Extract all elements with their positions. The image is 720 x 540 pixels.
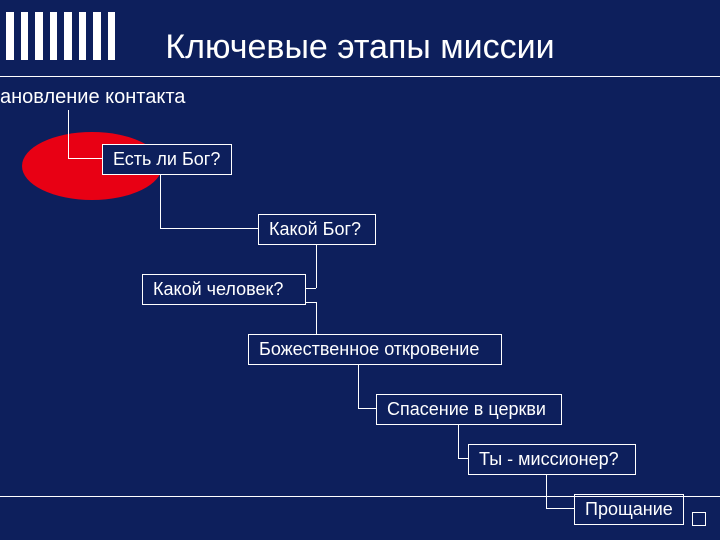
page-title: Ключевые этапы миссии [0,28,720,67]
connector-segment [306,302,316,303]
connector-segment [316,242,317,288]
subheader-text: ановление контакта [0,86,185,109]
flow-node: Спасение в церкви [376,394,562,425]
connector-segment [68,110,69,158]
connector-segment [546,472,547,508]
connector-segment [306,288,316,289]
connector-segment [358,362,359,408]
flow-node: Ты - миссионер? [468,444,636,475]
connector-segment [160,228,258,229]
divider-bottom [0,496,720,497]
connector-segment [458,422,459,458]
connector-segment [160,172,161,228]
flow-node: Какой Бог? [258,214,376,245]
divider-top [0,76,720,77]
connector-segment [546,508,574,509]
flow-node: Какой человек? [142,274,306,305]
flow-node: Прощание [574,494,684,525]
connector-segment [68,158,102,159]
flow-node: Божественное откровение [248,334,502,365]
connector-segment [358,408,376,409]
footer-square-icon [692,512,706,526]
flow-node: Есть ли Бог? [102,144,232,175]
